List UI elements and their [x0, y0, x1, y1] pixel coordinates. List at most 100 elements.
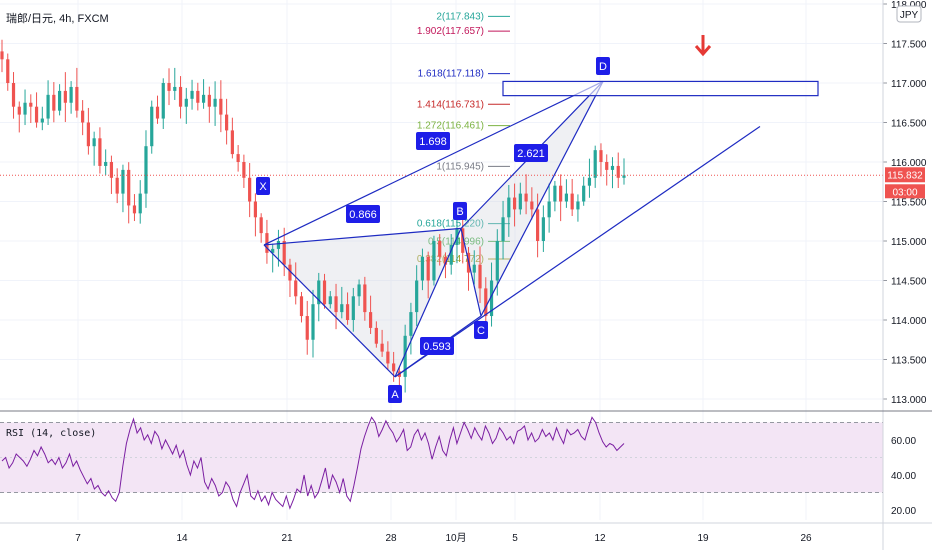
rsi-tick-label: 20.00 [891, 506, 916, 517]
ratio-label[interactable]: 2.621 [514, 144, 548, 162]
ratio-label-text[interactable]: 0.866 [349, 209, 377, 221]
candle-body [340, 304, 344, 313]
pattern-point-x[interactable]: X [256, 177, 270, 195]
rsi-tick-label: 60.00 [891, 436, 916, 447]
candle-body [392, 363, 396, 372]
candle-body [92, 138, 96, 147]
candle-body [426, 256, 430, 281]
candle-body [363, 284, 367, 313]
candle-body [605, 162, 609, 170]
last-price-value[interactable]: 115.832 [887, 170, 923, 181]
candle-body [553, 185, 557, 202]
pattern-point-bg[interactable] [596, 57, 610, 75]
candle-body [144, 146, 148, 194]
candle-body [46, 94, 50, 119]
candle-body [380, 343, 384, 352]
ratio-label-text[interactable]: 2.621 [517, 148, 545, 160]
x-tick-label: 5 [512, 533, 518, 544]
ratio-label[interactable]: 0.866 [346, 205, 380, 223]
candle-body [138, 193, 142, 214]
fib-level-label: 1.902(117.657) [417, 26, 484, 37]
candle-body [345, 304, 350, 320]
candle-body [201, 94, 206, 103]
candle-body [98, 138, 102, 166]
pattern-triangle-xab [264, 228, 461, 377]
x-tick-label: 28 [385, 533, 397, 544]
candle-body [86, 122, 90, 147]
candle-body [276, 241, 281, 249]
y-tick-label: 114.000 [891, 316, 927, 327]
currency-button-label[interactable]: JPY [900, 10, 919, 21]
candle-body [115, 177, 119, 194]
pattern-point-label[interactable]: B [456, 206, 463, 218]
pattern-point-a[interactable]: A [388, 385, 402, 403]
fib-level-label: 1.414(116.731) [417, 99, 484, 110]
candle-body [40, 118, 44, 123]
pattern-point-c[interactable]: C [474, 321, 488, 339]
candle-body [282, 241, 286, 265]
candle-body [443, 256, 448, 265]
candle-body [173, 86, 177, 91]
candle-body [541, 217, 545, 241]
leg-xd [263, 80, 604, 246]
pattern-point-b[interactable]: B [453, 202, 467, 220]
currency-button-bg[interactable] [896, 5, 922, 23]
candle-body [242, 162, 246, 178]
pattern-point-label[interactable]: C [477, 325, 485, 337]
candle-body [524, 193, 528, 202]
last-price-tag[interactable] [885, 167, 925, 183]
pattern-point-label[interactable]: A [391, 389, 399, 401]
currency-button[interactable]: JPY [896, 5, 922, 23]
pattern-point-bg[interactable] [388, 385, 402, 403]
candle-body [213, 98, 217, 107]
candle-body [29, 102, 33, 107]
candle-body [593, 150, 597, 178]
pattern-point-d[interactable]: D [596, 57, 610, 75]
ratio-label-text[interactable]: 1.698 [419, 136, 447, 148]
candle-body [161, 83, 165, 119]
ratio-label-bg[interactable] [346, 205, 380, 223]
fib-level-label: 1(115.945) [436, 161, 484, 172]
candle-body [6, 59, 10, 83]
ratio-label-text[interactable]: 0.593 [423, 341, 451, 353]
candle-body [559, 185, 563, 202]
candle-body [438, 241, 442, 257]
x-tick-label: 7 [75, 533, 81, 544]
ratio-label-bg[interactable] [514, 144, 548, 162]
countdown-tag[interactable] [885, 184, 925, 199]
candle-body [415, 280, 419, 313]
ratio-label[interactable]: 1.698 [416, 132, 450, 150]
candle-body [374, 327, 378, 344]
candle-body [184, 98, 188, 107]
candle-body [461, 228, 465, 253]
candle-body [512, 197, 517, 210]
pattern-point-label[interactable]: D [599, 61, 607, 73]
x-tick-label: 19 [697, 533, 709, 544]
rsi-title: RSI (14, close) [6, 428, 96, 439]
candle-body [299, 296, 304, 317]
candle-body [57, 90, 62, 111]
ratio-label[interactable]: 0.593 [420, 337, 454, 355]
candle-body [127, 169, 131, 206]
candle-body [196, 90, 200, 103]
symbol-title: 瑞郎/日元, 4h, FXCM [6, 11, 109, 25]
candle-body [322, 280, 327, 305]
pattern-point-bg[interactable] [474, 321, 488, 339]
candle-body [576, 201, 580, 210]
y-tick-label: 113.500 [891, 356, 927, 367]
countdown-value[interactable]: 03:00 [892, 187, 917, 198]
candle-body [518, 193, 522, 210]
pattern-point-label[interactable]: X [259, 181, 267, 193]
candle-body [582, 185, 586, 202]
x-tick-label: 21 [281, 533, 293, 544]
labels[interactable]: X A B C D 0.866 0.593 1.698 2.621 115.832 03:00 [256, 57, 925, 403]
ratio-label-bg[interactable] [420, 337, 454, 355]
pattern-point-bg[interactable] [453, 202, 467, 220]
ratio-label-bg[interactable] [416, 132, 450, 150]
candle-body [63, 90, 67, 103]
pattern-point-bg[interactable] [256, 177, 270, 195]
candle-body [495, 241, 499, 281]
candle-body [570, 193, 574, 210]
candle-body [386, 351, 390, 364]
y-tick-label: 114.500 [891, 277, 927, 288]
